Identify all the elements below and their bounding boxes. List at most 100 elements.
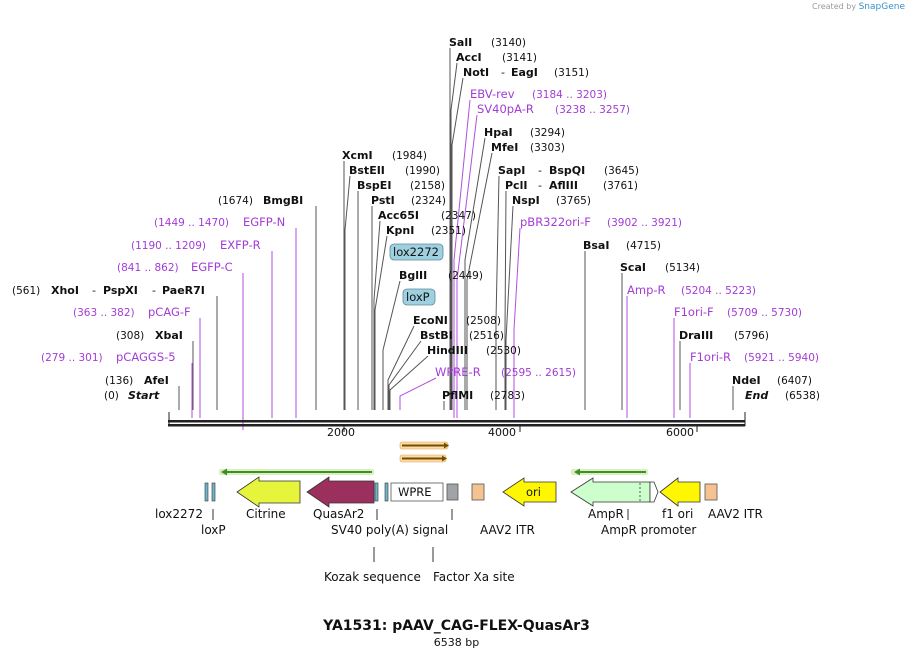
ampr-feature[interactable]: [570, 477, 651, 507]
primer-range: (363 .. 382): [73, 307, 135, 319]
enzyme-isoschizomer: AflIII: [549, 179, 578, 192]
ampr-promoter-feature[interactable]: [649, 481, 659, 503]
enzyme-bsteii[interactable]: BstEII (1990): [349, 164, 440, 177]
enzyme-name: NdeI: [732, 374, 761, 387]
enzyme-isoschizomer: BspQI: [549, 164, 585, 177]
quasar2-feature[interactable]: [306, 476, 375, 508]
primer-name: F1ori-R: [690, 350, 731, 364]
enzyme-name: BmgBI: [263, 194, 303, 207]
enzyme-name: XhoI: [51, 284, 79, 297]
attribution-prefix: Created by: [812, 2, 857, 11]
enzyme-position: (3645): [604, 165, 639, 177]
label-loxp: loxP: [201, 523, 226, 537]
primer-pbr322ori-f[interactable]: pBR322ori-F (3902 .. 3921): [520, 215, 682, 229]
snapgene-logo: SnapGene: [858, 2, 905, 12]
enzyme-acc65i[interactable]: Acc65I (2347): [378, 209, 476, 222]
enzyme-kpni[interactable]: KpnI (2351): [386, 224, 466, 237]
enzyme-position: (1990): [405, 165, 440, 177]
enzyme-nspi[interactable]: NspI (3765): [512, 194, 591, 207]
enzyme-xcmi[interactable]: XcmI (1984): [342, 149, 427, 162]
enzyme-position: (136): [105, 375, 133, 387]
primer-f1ori-r[interactable]: F1ori-R (5921 .. 5940): [690, 350, 819, 364]
enzyme-xbai[interactable]: (308) XbaI: [116, 329, 183, 342]
enzyme-name: XbaI: [155, 329, 183, 342]
enzyme-isoschizomer: EagI: [511, 66, 538, 79]
enzyme-afei[interactable]: (136) AfeI: [105, 374, 169, 387]
lox2272-box-label: lox2272: [393, 245, 439, 259]
enzyme-pflmi[interactable]: PflMI (2783): [442, 389, 525, 402]
enzyme-name: NotI: [463, 66, 489, 79]
enzyme-hpai[interactable]: HpaI (3294): [484, 126, 565, 139]
enzyme-name: BsaI: [583, 239, 609, 252]
orf-right-arrowhead-icon: [574, 468, 580, 476]
enzyme-bsai[interactable]: BsaI (4715): [583, 239, 661, 252]
ori-feature[interactable]: [502, 477, 557, 507]
enzyme-position: (6407): [777, 375, 812, 387]
enzyme-separator: -: [538, 179, 542, 192]
enzyme-sapi[interactable]: SapI - BspQI (3645): [498, 164, 639, 177]
loxp-box[interactable]: [402, 288, 436, 306]
primer-wpre-r[interactable]: WPRE-R (2595 .. 2615): [435, 365, 576, 379]
enzyme-separator: -: [501, 66, 505, 79]
primer-egfp-c[interactable]: (841 .. 862) EGFP-C: [117, 260, 233, 274]
enzyme-bspei[interactable]: BspEI (2158): [357, 179, 445, 192]
enzyme-bstbi[interactable]: BstBI (2516): [420, 329, 504, 342]
primer-egfp-n[interactable]: (1449 .. 1470) EGFP-N: [154, 215, 285, 229]
primer-range: (1190 .. 1209): [131, 240, 206, 252]
primer-range: (841 .. 862): [117, 262, 179, 274]
sv40-polya-feature[interactable]: [446, 483, 459, 501]
enzyme-name: SalI: [449, 36, 472, 49]
aav2-itr-1-feature[interactable]: [471, 483, 485, 501]
enzyme-pcli[interactable]: PclI - AflIII (3761): [505, 179, 638, 192]
primer-range: (3238 .. 3257): [555, 104, 630, 116]
enzyme-name: DraIII: [679, 329, 713, 342]
primer-name: Amp-R: [627, 283, 666, 297]
primer-name: EXFP-R: [220, 238, 261, 252]
enzyme-acci[interactable]: AccI (3141): [456, 51, 537, 64]
primer-f1ori-f[interactable]: F1ori-F (5709 .. 5730): [674, 305, 802, 319]
primer-pcaggs-5[interactable]: (279 .. 301) pCAGGS-5: [41, 350, 176, 364]
start-marker: (0) Start: [104, 389, 160, 402]
noti-line: [451, 77, 464, 410]
enzyme-xhoi[interactable]: (561) XhoI - PspXI - PaeR7I: [12, 284, 205, 297]
snapgene-attribution: Created by SnapGene: [812, 2, 905, 12]
enzyme-separator: -: [152, 284, 156, 297]
lox2272-feature[interactable]: [204, 482, 209, 502]
lox-center-1-feature[interactable]: [374, 482, 379, 502]
primer-name: pCAGGS-5: [116, 350, 176, 364]
enzyme-mfei[interactable]: MfeI (3303): [491, 141, 565, 154]
enzyme-name: MfeI: [491, 141, 518, 154]
primer-ebv-rev[interactable]: EBV-rev (3184 .. 3203): [470, 87, 607, 101]
primer-lines: [191, 99, 691, 430]
bstbi-line: [388, 340, 422, 410]
enzyme-draiii[interactable]: DraIII (5796): [679, 329, 769, 342]
label-factor-xa: Factor Xa site: [433, 570, 515, 584]
enzyme-bglii[interactable]: BglII (2449): [399, 269, 483, 282]
f1-ori-feature[interactable]: [659, 477, 701, 507]
enzyme-name: ScaI: [620, 261, 646, 274]
enzyme-ndei[interactable]: NdeI (6407): [732, 374, 812, 387]
loxp-feature[interactable]: [211, 482, 216, 502]
label-sv40-polya: SV40 poly(A) signal: [331, 523, 448, 537]
enzyme-position: (3140): [491, 37, 526, 49]
enzyme-position: (5796): [734, 330, 769, 342]
enzyme-hindiii[interactable]: HindIII (2530): [427, 344, 521, 357]
lox-center-2-feature[interactable]: [384, 482, 389, 502]
primer-sv40pa-r[interactable]: SV40pA-R (3238 .. 3257): [477, 102, 630, 116]
enzyme-econi[interactable]: EcoNI (2508): [413, 314, 501, 327]
primer-amp-r[interactable]: Amp-R (5204 .. 5223): [627, 283, 756, 297]
primer-pcag-f[interactable]: (363 .. 382) pCAG-F: [73, 305, 191, 319]
enzyme-sali[interactable]: SalI (3140): [449, 36, 526, 49]
enzyme-name: BglII: [399, 269, 427, 282]
aav2-itr-2-feature[interactable]: [704, 483, 718, 501]
primer-exfp-r[interactable]: (1190 .. 1209) EXFP-R: [131, 238, 261, 252]
citrine-feature[interactable]: [236, 476, 301, 508]
enzyme-bmgbi[interactable]: (1674) BmgBI: [218, 194, 303, 207]
enzyme-psti[interactable]: PstI (2324): [371, 194, 446, 207]
enzyme-position: (4715): [626, 240, 661, 252]
enzyme-scai[interactable]: ScaI (5134): [620, 261, 700, 274]
enzyme-noti[interactable]: NotI - EagI (3151): [463, 66, 589, 79]
primer-range: (1449 .. 1470): [154, 217, 229, 229]
lox2272-box[interactable]: [389, 243, 444, 261]
wpre-feature[interactable]: [390, 482, 444, 502]
